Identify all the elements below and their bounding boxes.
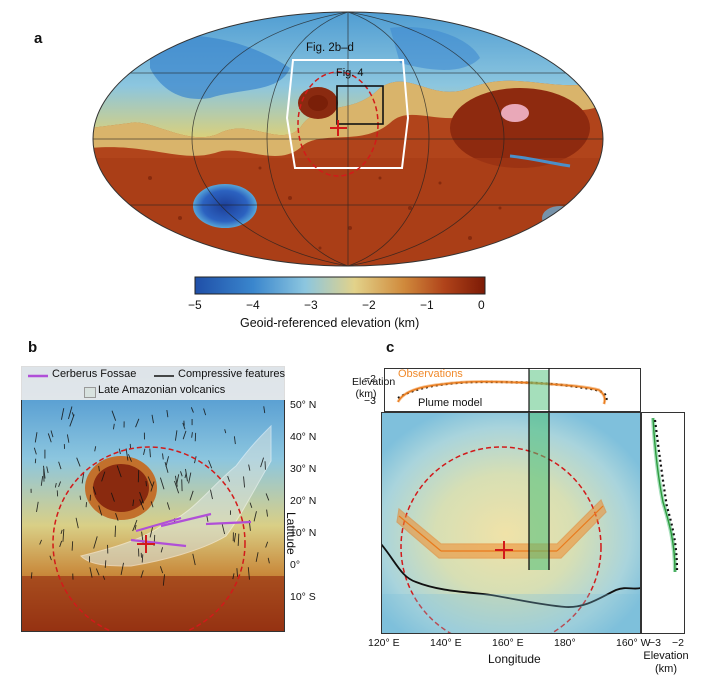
panel-b-map [21,366,285,632]
top-elevation-profile [384,368,641,412]
compressive-legend-swatch [154,375,174,377]
right-profile-xlabel: Elevation (km) [643,650,689,675]
volcanics-legend-label: Late Amazonian volcanics [98,384,226,396]
right-elevation-profile [641,412,685,634]
colorbar-label: Geoid-referenced elevation (km) [240,316,420,330]
colorbar-tick: −4 [246,298,260,312]
panel-b-center-marker [137,535,155,553]
plume-center-marker [330,120,347,136]
cerberus-legend-label: Cerberus Fossae [52,368,137,380]
right-profile-xtick-2: −2 [672,637,684,649]
colorbar-tick: −1 [420,298,434,312]
mars-global-map [92,11,604,267]
panel-a-letter: a [34,30,43,47]
plume-model-label: Plume model [418,397,483,409]
panel-c-center-marker [495,541,513,559]
latitude-tick: 10° N [290,527,317,539]
panel-c-map [381,412,641,634]
longitude-tick: 120° E [368,637,400,649]
longitude-tick: 140° E [430,637,462,649]
compressive-legend-label: Compressive features [178,368,285,380]
fig2-box [285,59,410,169]
top-profile-ytick-2: −3 [364,395,376,407]
colorbar [194,276,486,295]
longitude-tick: 160° W [616,637,651,649]
latitude-tick: 30° N [290,463,317,475]
cerberus-legend-swatch [28,374,48,378]
colorbar-tick: −3 [304,298,318,312]
panel-b-legend [21,366,285,400]
latitude-tick: 20° N [290,495,317,507]
panel-b-letter: b [28,339,38,356]
latitude-tick: 10° S [290,591,316,603]
colorbar-tick: −2 [362,298,376,312]
right-profile-xtick-1: −3 [649,637,661,649]
latitude-tick: 0° [290,559,301,571]
colorbar-tick: −5 [188,298,202,312]
latitude-tick: 50° N [290,399,317,411]
fig2-box-label: Fig. 2b–d [306,42,354,54]
observations-label: Observations [398,368,463,380]
latitude-tick: 40° N [290,431,317,443]
longitude-tick: 160° E [492,637,524,649]
top-profile-ytick-1: −2 [364,373,376,385]
volcanics-legend-swatch [84,387,96,398]
longitude-tick: 180° [554,637,576,649]
fig4-box-label: Fig. 4 [336,67,364,79]
latitude-axis-label: Latitude [284,512,298,555]
top-profile-ylabel: Elevation (km) [352,376,396,400]
panel-c-letter: c [386,339,395,356]
longitude-axis-label: Longitude [488,652,541,666]
colorbar-tick: 0 [478,298,485,312]
fig4-box [336,85,384,125]
